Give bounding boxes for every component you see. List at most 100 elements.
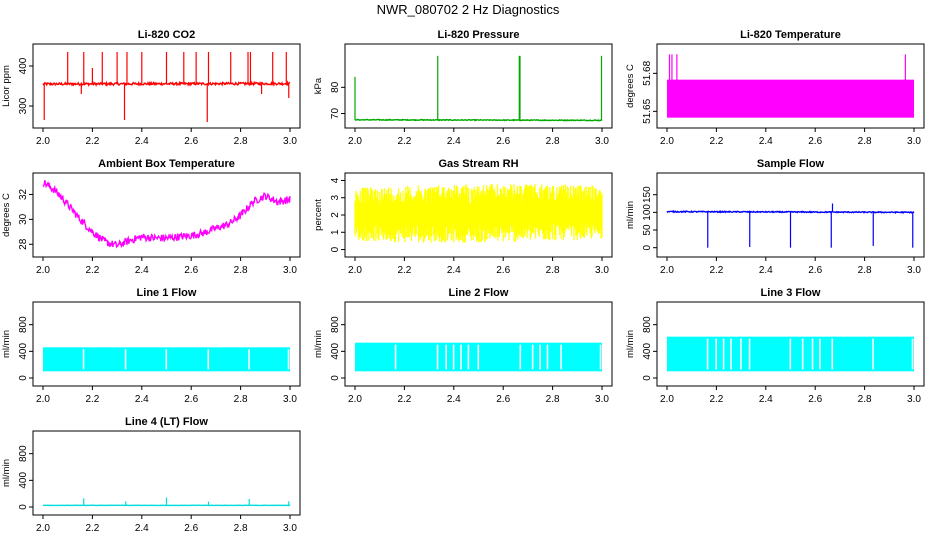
y-axis: 51.65 51.68 bbox=[642, 60, 657, 124]
y-tick-label: 0 bbox=[330, 375, 341, 381]
x-tick-label: 2.6 bbox=[184, 136, 198, 147]
series-gap bbox=[811, 338, 814, 370]
series-gap bbox=[539, 344, 541, 370]
plot-frame bbox=[344, 301, 613, 387]
series-gap bbox=[165, 349, 168, 370]
y-tick-label: 0 bbox=[330, 246, 341, 252]
plot-title: Li-820 Temperature bbox=[740, 29, 841, 41]
y-tick-label: 3 bbox=[330, 195, 341, 201]
y-axis-label: ml/min bbox=[313, 330, 324, 358]
y-tick-label: 800 bbox=[18, 445, 29, 462]
y-tick-label: 150 bbox=[642, 186, 653, 203]
page-title: NWR_080702 2 Hz Diagnostics bbox=[376, 2, 560, 17]
plot-title: Li-820 CO2 bbox=[138, 29, 195, 41]
series-line bbox=[354, 118, 603, 122]
x-tick-label: 2.0 bbox=[348, 136, 362, 147]
x-axis: 2.0 2.2 2.4 2.6 2.8 3.0 bbox=[348, 257, 609, 276]
y-axis-label: Licor ppm bbox=[1, 65, 12, 107]
plot-frame bbox=[32, 301, 301, 387]
x-tick-label: 2.4 bbox=[447, 265, 461, 276]
y-axis: 70 80 bbox=[330, 81, 345, 119]
y-tick-label: 800 bbox=[330, 316, 341, 333]
x-tick-label: 2.0 bbox=[348, 394, 362, 405]
x-axis: 2.0 2.2 2.4 2.6 2.8 3.0 bbox=[36, 128, 297, 147]
y-tick-label: 800 bbox=[18, 316, 29, 333]
series-gap bbox=[519, 344, 522, 370]
series-gap bbox=[599, 344, 602, 370]
series-gap bbox=[706, 338, 709, 370]
series-envelope bbox=[354, 183, 603, 243]
y-axis: 300 400 bbox=[18, 57, 33, 114]
x-tick-label: 3.0 bbox=[595, 136, 609, 147]
x-tick-label: 2.0 bbox=[36, 265, 50, 276]
plot-panel-5: Gas Stream RH 2.0 2.2 2.4 2.6 2.8 3.0 0 1 2 3 4 perc… bbox=[313, 158, 613, 276]
plot-series bbox=[354, 183, 603, 243]
x-tick-label: 2.4 bbox=[759, 136, 773, 147]
y-tick-label: 28 bbox=[18, 238, 29, 250]
x-tick-label: 2.2 bbox=[397, 136, 411, 147]
x-tick-label: 2.4 bbox=[135, 394, 149, 405]
plot-title: Line 1 Flow bbox=[137, 287, 197, 299]
series-band bbox=[667, 79, 914, 118]
y-tick-label: 0 bbox=[18, 504, 29, 510]
x-tick-label: 2.6 bbox=[808, 394, 822, 405]
x-tick-label: 2.2 bbox=[397, 394, 411, 405]
y-tick-label: 400 bbox=[18, 472, 29, 489]
y-tick-label: 0 bbox=[18, 375, 29, 381]
x-tick-label: 2.6 bbox=[496, 136, 510, 147]
y-axis-label: ml/min bbox=[1, 459, 12, 487]
y-tick-label: 4 bbox=[330, 177, 341, 183]
x-tick-label: 2.2 bbox=[397, 265, 411, 276]
x-axis: 2.0 2.2 2.4 2.6 2.8 3.0 bbox=[36, 386, 297, 405]
plot-title: Line 3 Flow bbox=[761, 287, 821, 299]
x-tick-label: 2.8 bbox=[234, 523, 248, 534]
x-tick-label: 2.4 bbox=[135, 523, 149, 534]
x-tick-label: 2.2 bbox=[85, 394, 99, 405]
plot-title: Sample Flow bbox=[757, 158, 825, 170]
series-line bbox=[42, 180, 291, 249]
x-tick-label: 2.6 bbox=[184, 265, 198, 276]
y-tick-label: 50 bbox=[642, 224, 653, 236]
x-tick-label: 2.8 bbox=[234, 136, 248, 147]
x-tick-label: 2.8 bbox=[858, 394, 872, 405]
x-tick-label: 2.8 bbox=[234, 394, 248, 405]
series-gap bbox=[467, 344, 470, 370]
x-tick-label: 2.4 bbox=[447, 394, 461, 405]
series-gap bbox=[82, 349, 85, 370]
x-axis: 2.0 2.2 2.4 2.6 2.8 3.0 bbox=[660, 257, 921, 276]
plot-series bbox=[42, 180, 291, 249]
y-axis: 0 400 800 bbox=[18, 316, 33, 381]
y-tick-label: 400 bbox=[330, 343, 341, 360]
plot-series bbox=[354, 55, 603, 122]
series-gap bbox=[831, 338, 834, 370]
y-tick-label: 70 bbox=[330, 108, 341, 120]
y-tick-label: 80 bbox=[330, 81, 341, 93]
x-tick-label: 2.8 bbox=[546, 394, 560, 405]
x-tick-label: 2.4 bbox=[135, 136, 149, 147]
x-tick-label: 2.6 bbox=[184, 523, 198, 534]
series-gap bbox=[872, 338, 874, 370]
y-tick-label: 400 bbox=[18, 57, 29, 74]
plot-panel-4: Ambient Box Temperature 2.0 2.2 2.4 2.6 2.8 3.… bbox=[1, 158, 301, 276]
plot-panel-10: Line 4 (LT) Flow 2.0 2.2 2.4 2.6 2.8 3.0 0 400 80… bbox=[1, 416, 301, 534]
plot-series bbox=[43, 497, 291, 507]
x-tick-label: 2.2 bbox=[85, 265, 99, 276]
series-gap bbox=[801, 338, 804, 370]
x-tick-label: 3.0 bbox=[283, 136, 297, 147]
plot-series bbox=[42, 52, 291, 122]
y-tick-label: 100 bbox=[642, 204, 653, 221]
x-tick-label: 2.6 bbox=[496, 265, 510, 276]
x-axis: 2.0 2.2 2.4 2.6 2.8 3.0 bbox=[348, 386, 609, 405]
x-axis: 2.0 2.2 2.4 2.6 2.8 3.0 bbox=[36, 515, 297, 534]
x-tick-label: 2.0 bbox=[660, 136, 674, 147]
y-tick-label: 51.65 bbox=[642, 98, 653, 123]
y-axis: 28 30 32 bbox=[18, 188, 33, 250]
series-gap bbox=[546, 344, 549, 370]
plot-frame bbox=[656, 172, 925, 258]
plot-frame bbox=[32, 172, 301, 258]
plot-frame bbox=[344, 43, 613, 129]
y-axis-label: degrees C bbox=[625, 64, 636, 108]
y-axis-label: percent bbox=[313, 199, 324, 231]
x-axis: 2.0 2.2 2.4 2.6 2.8 3.0 bbox=[348, 128, 609, 147]
